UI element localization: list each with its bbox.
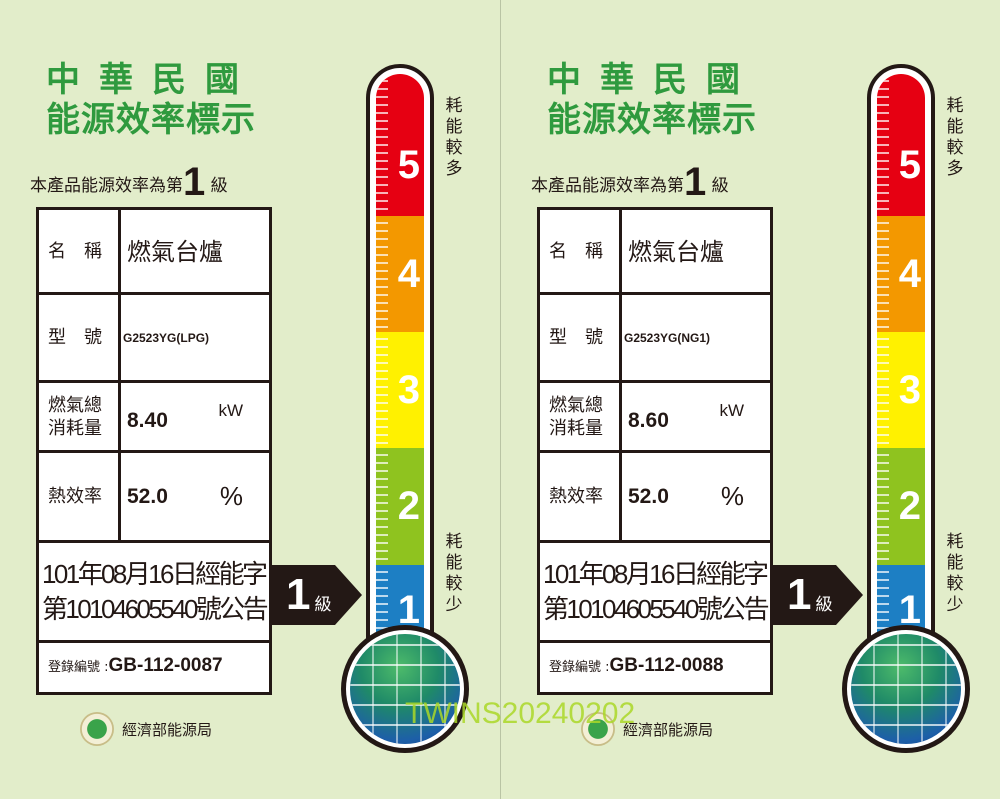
less-consumption-label: 耗能較少 [946, 532, 964, 615]
announcement-line1: 101年08月16日經能字 [42, 559, 268, 589]
row-model: 型 號 G2523YG(LPG) [39, 295, 269, 383]
thermometer: 5 4 3 2 1 [867, 64, 935, 644]
model-number: G2523YG(LPG) [123, 330, 210, 345]
agency: 經濟部能源局 [80, 712, 212, 746]
thermometer-bulb [842, 625, 970, 753]
consumption-unit: kW [719, 401, 744, 420]
agency: 經濟部能源局 [581, 712, 713, 746]
scale-level-3: 3 [877, 332, 925, 448]
grade-unit: 級 [210, 176, 228, 196]
grade-statement: 本產品能源效率為第1 級 [30, 160, 228, 205]
consumption-value: 8.60 kW [628, 383, 770, 450]
registration-key: 登錄編號 : [549, 660, 610, 675]
grade-number: 1 [684, 160, 707, 204]
thermometer-scale: 5 4 3 2 1 [376, 74, 424, 634]
row-consumption: 燃氣總消耗量 8.60 kW [540, 383, 770, 453]
row-key: 燃氣總消耗量 [540, 383, 622, 450]
globe-icon [350, 634, 460, 744]
row-key: 型 號 [540, 295, 622, 380]
title-label: 能源效率標示 [46, 100, 256, 140]
row-model: 型 號 G2523YG(NG1) [540, 295, 770, 383]
consumption-number: 8.40 [127, 408, 168, 432]
registration-number: GB-112-0088 [609, 655, 724, 676]
announcement: 101年08月16日經能字 第10104605540號公告 [540, 543, 770, 643]
row-key: 名 稱 [39, 210, 121, 292]
title-label: 能源效率標示 [547, 100, 757, 140]
scale-level-4: 4 [376, 216, 424, 332]
energy-label: 中華民國 能源效率標示 本產品能源效率為第1 級 名 稱燃氣台爐 型 號 G252… [30, 60, 469, 753]
product-name: 燃氣台爐 [127, 238, 223, 266]
more-consumption-label: 耗能較多 [946, 96, 964, 179]
row-key: 燃氣總消耗量 [39, 383, 121, 450]
spec-table: 名 稱燃氣台爐 型 號 G2523YG(NG1) 燃氣總消耗量 8.60 kW 熱效率… [537, 207, 773, 695]
row-efficiency: 熱效率 52.0% [540, 453, 770, 543]
scale-level-2: 2 [376, 448, 424, 565]
announcement-line1: 101年08月16日經能字 [543, 559, 769, 589]
grade-statement-text: 本產品能源效率為第 [531, 176, 684, 196]
scale-level-5: 5 [376, 74, 424, 216]
grade-unit: 級 [711, 176, 729, 196]
row-key: 熱效率 [540, 453, 622, 540]
efficiency-unit: % [219, 481, 243, 511]
consumption-unit: kW [218, 401, 243, 420]
scale-level-4: 4 [877, 216, 925, 332]
row-name: 名 稱燃氣台爐 [540, 210, 770, 295]
efficiency-value: 52.0% [127, 453, 269, 540]
registration-number: GB-112-0087 [108, 655, 223, 676]
row-name: 名 稱燃氣台爐 [39, 210, 269, 295]
row-consumption: 燃氣總消耗量 8.40 kW [39, 383, 269, 453]
grade-statement-text: 本產品能源效率為第 [30, 176, 183, 196]
consumption-value: 8.40 kW [127, 383, 269, 450]
spec-table: 名 稱燃氣台爐 型 號 G2523YG(LPG) 燃氣總消耗量 8.40 kW 熱效率… [36, 207, 272, 695]
row-key: 型 號 [39, 295, 121, 380]
efficiency-value: 52.0% [628, 453, 770, 540]
scale-level-1: 1 [376, 565, 424, 634]
thermometer: 5 4 3 2 1 [366, 64, 434, 644]
arrow-grade-unit: 級 [815, 594, 833, 615]
globe-icon [851, 634, 961, 744]
row-key: 名 稱 [540, 210, 622, 292]
efficiency-number: 52.0 [628, 484, 669, 508]
model-number: G2523YG(NG1) [624, 330, 711, 345]
grade-statement: 本產品能源效率為第1 級 [531, 160, 729, 205]
row-efficiency: 熱效率 52.0% [39, 453, 269, 543]
announcement-line2: 第10104605540號公告 [42, 594, 269, 624]
grade-number: 1 [183, 160, 206, 204]
announcement-line2: 第10104605540號公告 [543, 594, 770, 624]
arrow-grade-number: 1 [286, 570, 311, 619]
row-key: 熱效率 [39, 453, 121, 540]
announcement: 101年08月16日經能字 第10104605540號公告 [39, 543, 269, 643]
registration-key: 登錄編號 : [48, 660, 109, 675]
agency-seal-icon [80, 712, 114, 746]
registration: 登錄編號 :GB-112-0087 [48, 655, 223, 677]
title-country: 中華民國 [547, 60, 759, 100]
efficiency-number: 52.0 [127, 484, 168, 508]
agency-name: 經濟部能源局 [623, 720, 714, 739]
title-country: 中華民國 [46, 60, 258, 100]
registration: 登錄編號 :GB-112-0088 [549, 655, 724, 677]
thermometer-bulb [341, 625, 469, 753]
efficiency-unit: % [720, 481, 744, 511]
thermometer-scale: 5 4 3 2 1 [877, 74, 925, 634]
scale-level-2: 2 [877, 448, 925, 565]
scale-level-5: 5 [877, 74, 925, 216]
more-consumption-label: 耗能較多 [445, 96, 463, 179]
agency-name: 經濟部能源局 [122, 720, 213, 739]
arrow-grade-unit: 級 [314, 594, 332, 615]
scale-level-1: 1 [877, 565, 925, 634]
energy-label: 中華民國 能源效率標示 本產品能源效率為第1 級 名 稱燃氣台爐 型 號 G252… [500, 0, 1000, 799]
scale-level-3: 3 [376, 332, 424, 448]
agency-seal-icon [581, 712, 615, 746]
less-consumption-label: 耗能較少 [445, 532, 463, 615]
consumption-number: 8.60 [628, 408, 669, 432]
product-name: 燃氣台爐 [628, 238, 724, 266]
arrow-grade-number: 1 [787, 570, 812, 619]
